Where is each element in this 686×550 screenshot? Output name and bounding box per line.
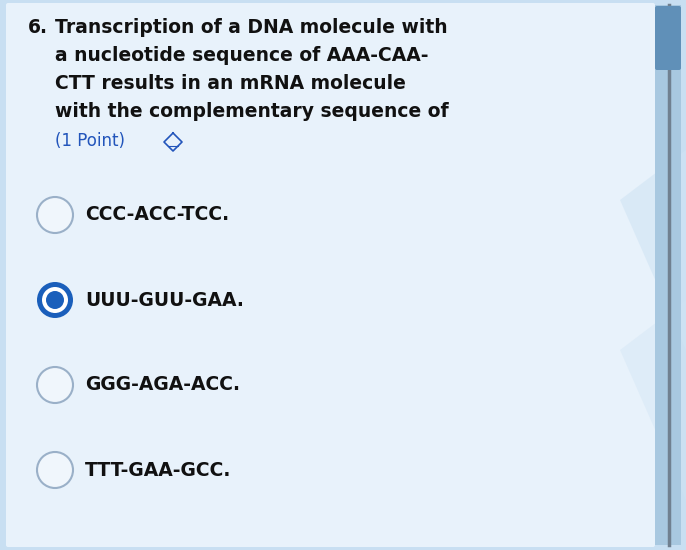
FancyBboxPatch shape [655, 5, 681, 545]
FancyBboxPatch shape [6, 3, 655, 547]
Text: with the complementary sequence of: with the complementary sequence of [55, 102, 449, 121]
Text: GGG-AGA-ACC.: GGG-AGA-ACC. [85, 376, 240, 394]
Text: CTT results in an mRNA molecule: CTT results in an mRNA molecule [55, 74, 406, 93]
Circle shape [37, 367, 73, 403]
Circle shape [46, 291, 64, 309]
Text: a nucleotide sequence of AAA-CAA-: a nucleotide sequence of AAA-CAA- [55, 46, 429, 65]
Text: TTT-GAA-GCC.: TTT-GAA-GCC. [85, 460, 231, 480]
Circle shape [37, 452, 73, 488]
Polygon shape [620, 300, 686, 500]
Polygon shape [620, 150, 686, 350]
Circle shape [42, 287, 68, 313]
Text: UUU-GUU-GAA.: UUU-GUU-GAA. [85, 290, 244, 310]
Text: 6.: 6. [28, 18, 48, 37]
Text: Transcription of a DNA molecule with: Transcription of a DNA molecule with [55, 18, 448, 37]
Circle shape [37, 282, 73, 318]
Circle shape [37, 197, 73, 233]
FancyBboxPatch shape [655, 6, 681, 70]
Text: CCC-ACC-TCC.: CCC-ACC-TCC. [85, 206, 229, 224]
Text: (1 Point): (1 Point) [55, 132, 125, 150]
